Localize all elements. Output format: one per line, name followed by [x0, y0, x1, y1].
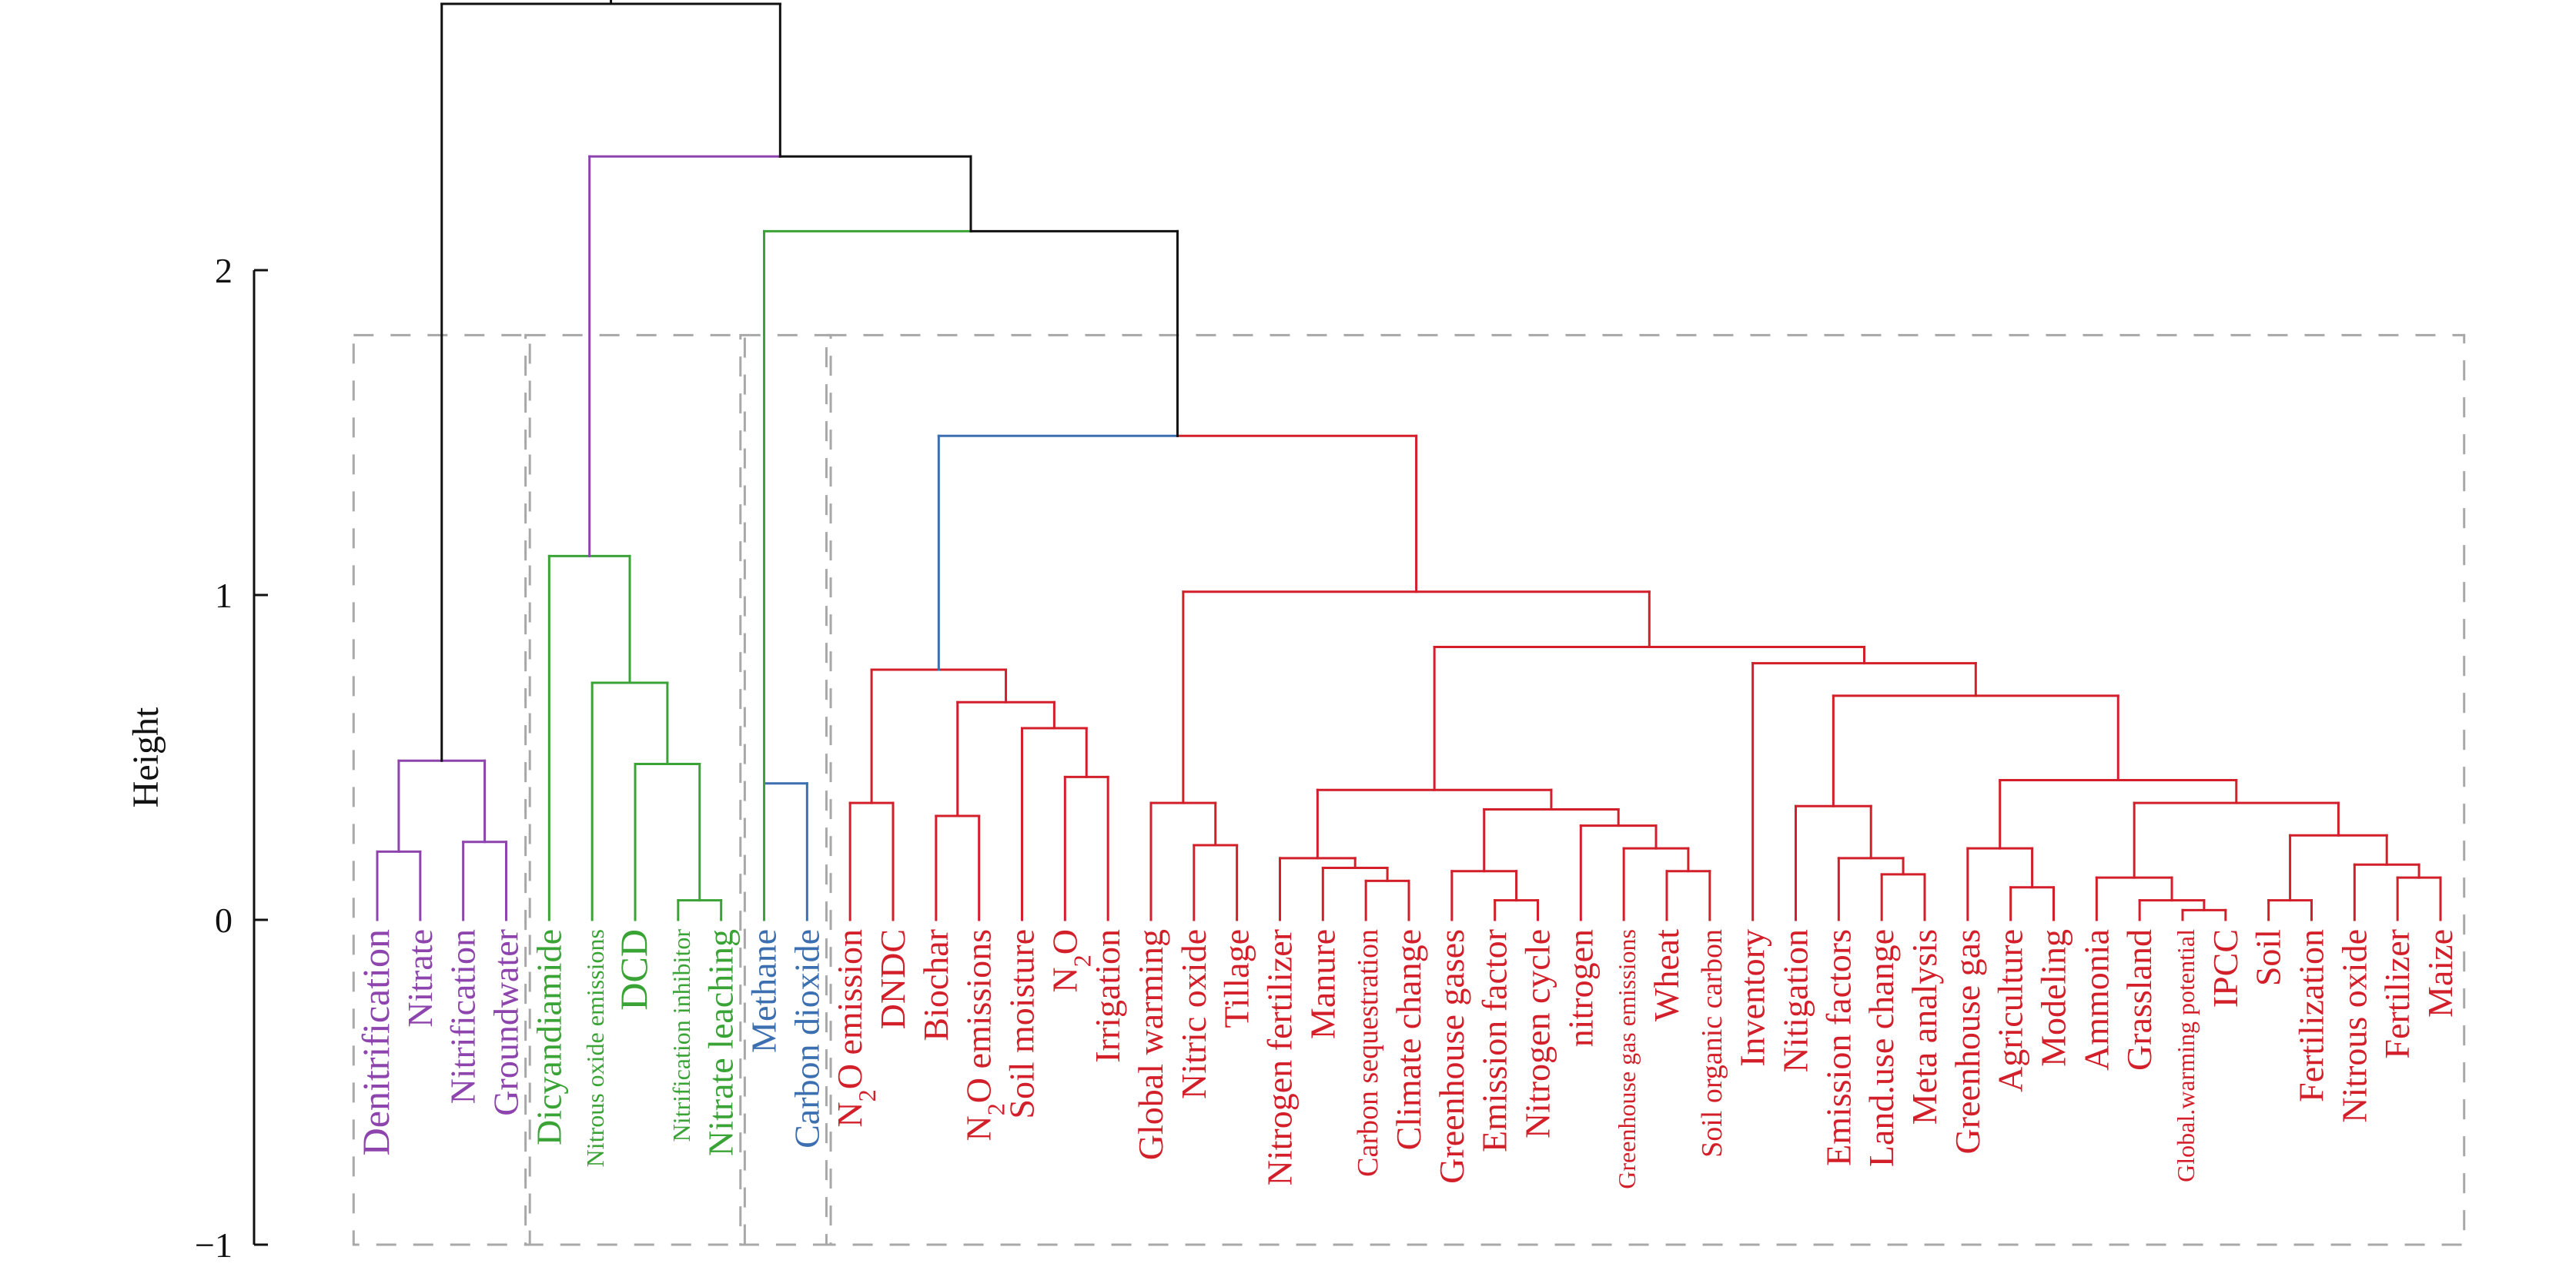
leaf-label: Nitrification inhibitor: [667, 929, 695, 1142]
leaf-label: Nitrous oxide emissions: [581, 929, 609, 1167]
leaf-label: Meta analysis: [1905, 929, 1944, 1125]
leaf-label: Irrigation: [1088, 929, 1127, 1063]
cluster-box: [524, 333, 746, 1246]
leaf-label: Nitrogen cycle: [1518, 929, 1557, 1138]
leaf-label: Greenhouse gas: [1948, 929, 1987, 1155]
cluster-box: [739, 333, 832, 1246]
y-tick-label: −1: [195, 1225, 233, 1265]
leaf-label: Emission factors: [1818, 929, 1858, 1166]
leaf-label: Tillage: [1217, 929, 1256, 1028]
leaf-label: Soil organic carbon: [1696, 929, 1728, 1158]
leaf-label: Denitrification: [354, 929, 397, 1155]
leaf-label: Nitrate leaching: [701, 929, 741, 1156]
y-tick-label: 1: [215, 576, 233, 615]
dendrogram-links: [376, 0, 2442, 921]
leaf-label: N2O emissions: [959, 929, 1010, 1142]
leaf-label: Nitric oxide: [1174, 929, 1213, 1099]
leaf-label: Grassland: [2119, 929, 2159, 1071]
leaf-label: Groundwater: [487, 929, 526, 1116]
leaf-label: Nitrous oxide: [2334, 929, 2374, 1123]
leaf-label: Soil: [2249, 929, 2288, 986]
y-tick-label: 2: [215, 251, 233, 290]
leaf-label: Climate change: [1389, 929, 1428, 1150]
leaf-label: Methane: [744, 929, 784, 1053]
leaf-label: Greenhouse gas emissions: [1613, 929, 1641, 1189]
leaf-label: Soil moisture: [1002, 929, 1042, 1119]
leaf-label: Global.warming potential: [2172, 929, 2200, 1182]
leaf-label: Carbon sequestration: [1352, 929, 1384, 1177]
leaf-label: Fertilization: [2292, 929, 2331, 1102]
leaf-label: N2O emission: [830, 929, 881, 1128]
leaf-label: DNDC: [873, 929, 912, 1029]
leaf-label: Maize: [2420, 929, 2460, 1018]
leaf-label: Nitrification: [443, 929, 483, 1104]
leaf-label: Nitrate: [400, 929, 440, 1028]
y-axis: −1 0 1 2 Height: [125, 251, 268, 1265]
y-tick-label: 0: [215, 901, 233, 940]
leaf-label: Biochar: [916, 929, 955, 1041]
leaf-label: nitrogen: [1561, 929, 1600, 1047]
leaf-label: Fertilizer: [2377, 929, 2417, 1059]
leaf-label: N2O: [1045, 929, 1096, 993]
cluster-box: [825, 333, 2466, 1246]
leaf-label: DCD: [612, 929, 655, 1011]
leaf-label: Land.use change: [1862, 929, 1901, 1167]
leaf-label: Greenhouse gases: [1432, 929, 1471, 1184]
leaf-label: Global warming: [1131, 929, 1170, 1160]
leaf-label: Ammonia: [2076, 929, 2116, 1071]
leaf-label: Manure: [1303, 929, 1342, 1039]
leaf-labels: Denitrification Nitrate Nitrification Groun…: [354, 929, 2460, 1189]
leaf-label: Nitigation: [1776, 929, 1815, 1073]
leaf-label: IPCC: [2206, 929, 2245, 1008]
leaf-label: Emission factor: [1475, 929, 1514, 1152]
y-axis-label: Height: [125, 707, 166, 807]
leaf-label: Dicyandiamide: [529, 929, 568, 1145]
leaf-label: Agriculture: [1991, 929, 2030, 1092]
leaf-label: Carbon dioxide: [787, 929, 826, 1148]
leaf-label: Wheat: [1647, 929, 1686, 1021]
leaf-label: Inventory: [1733, 929, 1772, 1067]
leaf-label: Modeling: [2034, 929, 2073, 1067]
leaf-label: Nitrogen fertilizer: [1260, 929, 1300, 1185]
